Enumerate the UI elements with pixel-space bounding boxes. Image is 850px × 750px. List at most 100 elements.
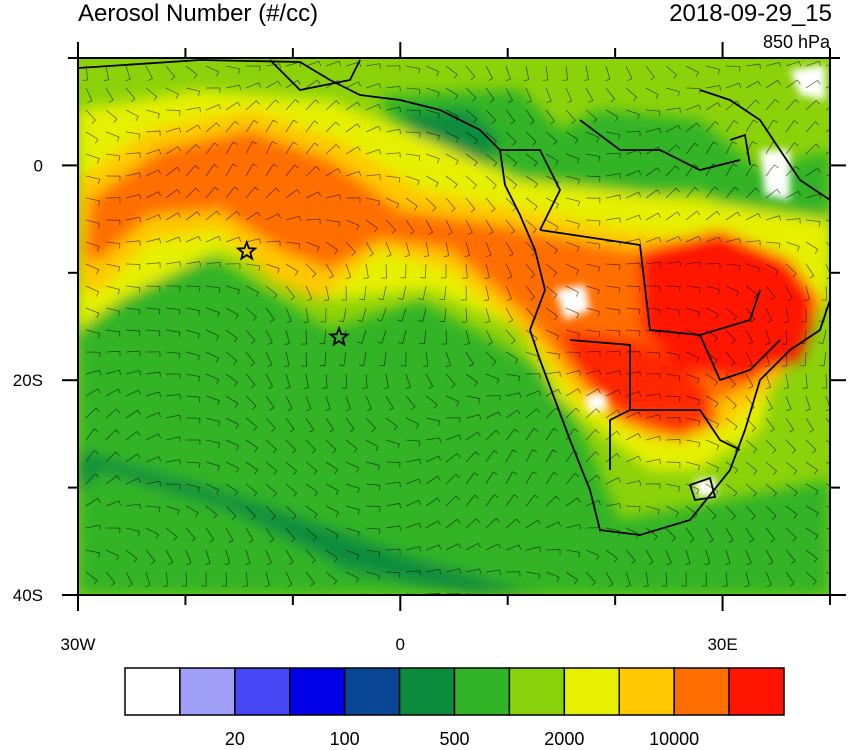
wind-barb-flag <box>397 444 400 450</box>
wind-barb-flag <box>558 354 561 360</box>
wind-barb <box>625 262 640 265</box>
wind-barb <box>285 461 297 472</box>
wind-barb-flag <box>529 121 535 125</box>
wind-barb <box>105 153 120 157</box>
wind-barb <box>485 411 499 419</box>
wind-barb <box>325 527 339 536</box>
wind-barb <box>665 329 680 334</box>
wind-barb-flag <box>117 388 121 394</box>
wind-barb <box>145 109 160 115</box>
wind-barb-flag <box>539 546 542 552</box>
wind-barb <box>205 307 220 313</box>
wind-barb <box>265 240 280 243</box>
wind-barb <box>445 153 459 162</box>
wind-barb-flag <box>714 121 720 126</box>
wind-barb-flag <box>264 585 270 588</box>
wind-barb-flag <box>199 261 201 267</box>
wind-barb-flag <box>186 562 192 566</box>
wind-barb-flag <box>554 249 558 255</box>
wind-barb-flag <box>477 543 481 548</box>
wind-barb-flag <box>272 449 277 454</box>
wind-barb <box>685 104 700 111</box>
wind-barb <box>765 99 776 111</box>
wind-barb <box>445 373 456 385</box>
wind-barb <box>205 65 219 73</box>
wind-barb <box>85 263 99 270</box>
wind-barb-flag <box>694 186 700 191</box>
wind-barb <box>465 568 480 573</box>
wind-barb-flag <box>815 100 820 105</box>
wind-barb-flag <box>216 335 220 341</box>
wind-barb-flag <box>139 503 141 510</box>
wind-barb <box>645 593 647 595</box>
wind-barb <box>265 483 277 494</box>
wind-barb <box>405 499 419 507</box>
wind-barb <box>765 329 771 344</box>
wind-barb-flag <box>538 390 542 396</box>
wind-barb <box>805 417 814 431</box>
wind-barb-flag <box>297 79 301 85</box>
wind-barb <box>625 65 633 79</box>
wind-barb-flag <box>597 289 600 295</box>
wind-barb <box>345 461 359 469</box>
wind-barb <box>145 149 160 155</box>
wind-barb <box>705 307 719 315</box>
wind-barb <box>625 238 640 243</box>
wind-barb <box>485 518 497 529</box>
wind-barb-flag <box>499 596 500 601</box>
wind-barb-flag <box>659 607 664 608</box>
wind-barb <box>425 241 430 256</box>
wind-barb-flag <box>677 91 680 97</box>
wind-barb-flag <box>596 408 600 413</box>
wind-barb <box>125 350 140 353</box>
wind-barb <box>385 106 400 111</box>
wind-barb <box>245 120 255 133</box>
wind-barb <box>545 449 554 463</box>
wind-barb-flag <box>764 343 770 346</box>
wind-barb-flag <box>492 471 498 475</box>
wind-barb-flag <box>835 601 838 605</box>
wind-barb <box>125 172 140 177</box>
wind-barb-flag <box>455 137 459 143</box>
y-tick-label: 0 <box>34 156 43 175</box>
wind-barb <box>505 175 517 186</box>
wind-barb-flag <box>139 172 142 178</box>
wind-barb-flag <box>334 249 338 255</box>
wind-barb-flag <box>757 81 761 86</box>
wind-barb-flag <box>349 428 355 433</box>
wind-barb <box>804 351 807 366</box>
wind-barb-flag <box>677 125 681 131</box>
wind-barb-flag <box>648 561 654 565</box>
wind-barb <box>85 329 100 334</box>
wind-barb <box>305 417 314 431</box>
wind-barb-flag <box>119 370 122 376</box>
wind-barb <box>765 483 777 494</box>
wind-barb-flag <box>214 142 219 147</box>
wind-barb-flag <box>772 141 778 145</box>
wind-barb <box>645 414 660 419</box>
wind-barb <box>365 439 379 448</box>
wind-barb <box>825 505 830 508</box>
wind-barb <box>345 123 358 133</box>
wind-barb-flag <box>334 557 338 563</box>
wind-barb-flag <box>767 408 773 411</box>
wind-barb-flag <box>783 321 789 323</box>
wind-barb-flag <box>795 165 800 171</box>
wind-barb-flag <box>374 227 378 233</box>
wind-barb-flag <box>673 74 677 80</box>
wind-barb-flag <box>414 205 418 211</box>
wind-barb <box>725 483 738 493</box>
wind-barb-flag <box>832 252 836 255</box>
wind-barb <box>465 175 477 186</box>
wind-barb <box>785 142 795 155</box>
wind-barb-flag <box>233 360 238 365</box>
wind-barb <box>285 439 297 451</box>
wind-barb <box>445 131 459 139</box>
wind-barb <box>405 546 420 551</box>
wind-barb <box>324 351 327 366</box>
wind-barb-flag <box>507 276 513 280</box>
wind-barb <box>665 549 672 564</box>
wind-barb <box>422 307 427 322</box>
wind-barb <box>685 142 696 155</box>
wind-barb <box>625 307 640 310</box>
